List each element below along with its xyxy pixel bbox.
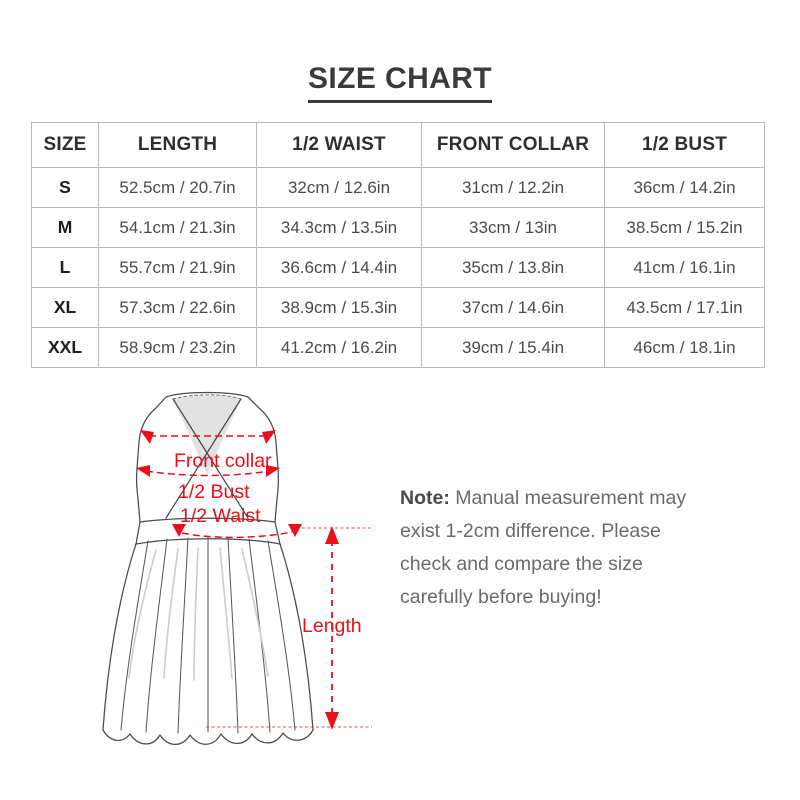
skirt-right-outline xyxy=(279,543,314,731)
measurement-note: Note: Manual measurement may exist 1-2cm… xyxy=(400,482,710,614)
cell-half-bust: 41cm / 16.1in xyxy=(604,247,765,288)
half-bust-arrow xyxy=(136,465,280,477)
cell-half-waist: 38.9cm / 15.3in xyxy=(256,287,422,328)
cell-half-waist: 32cm / 12.6in xyxy=(256,167,422,208)
bodice-right-side xyxy=(247,396,280,523)
cell-length: 57.3cm / 22.6in xyxy=(98,287,257,328)
note-text: Manual measurement may exist 1-2cm diffe… xyxy=(400,487,687,608)
skirt-pleat-lines xyxy=(120,536,296,734)
cell-half-bust: 38.5cm / 15.2in xyxy=(604,207,765,248)
note-label: Note: xyxy=(400,487,450,509)
table-row: S 52.5cm / 20.7in 32cm / 12.6in 31cm / 1… xyxy=(31,167,765,208)
cell-front-collar: 37cm / 14.6in xyxy=(421,287,605,328)
measurement-annotations xyxy=(136,430,372,730)
label-half-bust: 1/2 Bust xyxy=(178,481,250,503)
cell-length: 55.7cm / 21.9in xyxy=(98,247,257,288)
shoulder-line xyxy=(165,391,249,398)
waistband-right-edge xyxy=(274,521,281,545)
cell-front-collar: 35cm / 13.8in xyxy=(421,247,605,288)
cell-half-waist: 36.6cm / 14.4in xyxy=(256,247,422,288)
cell-size: L xyxy=(31,247,99,288)
wrap-right-edge xyxy=(165,398,242,519)
cell-length: 58.9cm / 23.2in xyxy=(98,327,257,368)
label-half-waist: 1/2 Waist xyxy=(180,505,261,527)
column-header-size: SIZE xyxy=(31,122,99,168)
cell-size: M xyxy=(31,207,99,248)
table-row: XXL 58.9cm / 23.2in 41.2cm / 16.2in 39cm… xyxy=(31,327,765,368)
waistband-top xyxy=(139,517,276,523)
dress-diagram xyxy=(96,378,396,778)
cell-size: S xyxy=(31,167,99,208)
cell-front-collar: 39cm / 15.4in xyxy=(421,327,605,368)
skirt-shading-lines xyxy=(128,547,269,681)
cell-size: XL xyxy=(31,287,99,328)
skirt-hem xyxy=(102,729,314,745)
table-row: XL 57.3cm / 22.6in 38.9cm / 15.3in 37cm … xyxy=(31,287,765,328)
half-waist-arrow xyxy=(172,524,302,539)
table-row: M 54.1cm / 21.3in 34.3cm / 13.5in 33cm /… xyxy=(31,207,765,248)
column-header-half-waist: 1/2 WAIST xyxy=(256,122,422,168)
cell-half-waist: 34.3cm / 13.5in xyxy=(256,207,422,248)
label-length: Length xyxy=(302,615,362,637)
page-title: SIZE CHART xyxy=(0,62,800,103)
table-header-row: SIZE LENGTH 1/2 WAIST FRONT COLLAR 1/2 B… xyxy=(31,122,765,168)
wrap-left-edge xyxy=(172,398,249,519)
column-header-front-collar: FRONT COLLAR xyxy=(421,122,605,168)
bodice-left-side xyxy=(135,396,167,523)
cell-front-collar: 31cm / 12.2in xyxy=(421,167,605,208)
page-title-text: SIZE CHART xyxy=(308,62,492,103)
table-row: L 55.7cm / 21.9in 36.6cm / 14.4in 35cm /… xyxy=(31,247,765,288)
cell-half-bust: 36cm / 14.2in xyxy=(604,167,765,208)
label-front-collar: Front collar xyxy=(174,450,272,472)
neckline-top-stitch xyxy=(172,394,242,400)
waistband-left-edge xyxy=(135,521,141,545)
cell-size: XXL xyxy=(31,327,99,368)
size-chart-table: SIZE LENGTH 1/2 WAIST FRONT COLLAR 1/2 B… xyxy=(31,122,765,368)
cell-half-bust: 46cm / 18.1in xyxy=(604,327,765,368)
dress-illustration-svg xyxy=(102,391,372,745)
neckline-fill xyxy=(173,395,241,474)
column-header-half-bust: 1/2 BUST xyxy=(604,122,765,168)
cell-length: 52.5cm / 20.7in xyxy=(98,167,257,208)
cell-half-bust: 43.5cm / 17.1in xyxy=(604,287,765,328)
waistband-bottom xyxy=(135,538,281,545)
cell-front-collar: 33cm / 13in xyxy=(421,207,605,248)
skirt-left-outline xyxy=(102,543,137,731)
length-arrow xyxy=(325,526,339,730)
cell-length: 54.1cm / 21.3in xyxy=(98,207,257,248)
front-collar-arrow xyxy=(140,430,276,444)
cell-half-waist: 41.2cm / 16.2in xyxy=(256,327,422,368)
column-header-length: LENGTH xyxy=(98,122,257,168)
